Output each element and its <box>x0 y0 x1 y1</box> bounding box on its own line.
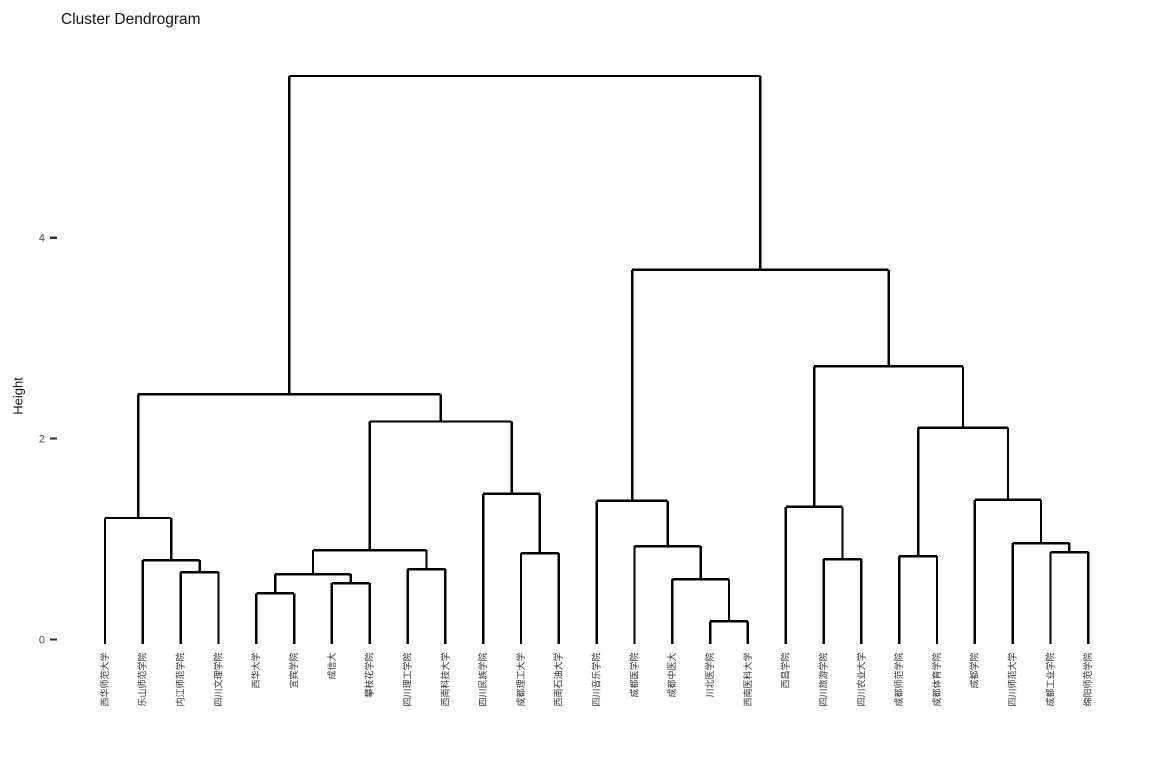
y-tick-label: 0 <box>39 634 45 646</box>
leaf-label: 成都医学院 <box>628 653 639 698</box>
leaf-label: 西南科技大学 <box>439 653 450 707</box>
leaf-label: 四川农业大学 <box>855 653 866 707</box>
leaf-label: 成都体育学院 <box>931 653 942 707</box>
y-tick-label: 4 <box>39 233 45 245</box>
leaf-label: 成都师范学院 <box>893 653 904 707</box>
y-axis-label: Height <box>10 377 26 415</box>
leaf-label: 成信大 <box>326 653 337 680</box>
leaf-label: 四川民族学院 <box>477 653 488 707</box>
y-tick-label: 2 <box>39 433 45 445</box>
leaf-label: 川北医学院 <box>704 653 715 698</box>
leaf-label: 四川理工学院 <box>401 653 412 707</box>
leaf-label: 西华大学 <box>250 653 261 689</box>
leaf-label: 宜宾学院 <box>288 653 299 689</box>
leaf-label: 攀枝花学院 <box>364 653 375 698</box>
leaf-label: 四川音乐学院 <box>591 653 602 707</box>
leaf-label: 四川师范大学 <box>1007 652 1018 706</box>
leaf-label: 内江师范学院 <box>175 653 186 707</box>
leaf-label: 四川旅游学院 <box>817 653 828 707</box>
leaf-label: 成都理工大学 <box>515 653 526 707</box>
chart-title: Cluster Dendrogram <box>61 11 201 28</box>
leaf-label: 四川文理学院 <box>212 653 223 707</box>
leaf-label: 西华师范大学 <box>99 653 110 707</box>
leaf-label: 乐山师范学院 <box>137 653 148 707</box>
leaf-label: 成都学院 <box>969 653 980 689</box>
leaf-label: 西南医科大学 <box>742 653 753 707</box>
leaf-label: 绵阳师范学院 <box>1082 653 1093 707</box>
leaf-label: 成都中医大 <box>666 653 677 698</box>
leaf-label: 西昌学院 <box>780 653 791 689</box>
leaf-label: 成都工业学院 <box>1044 653 1055 707</box>
leaf-label: 西南石油大学 <box>553 653 564 707</box>
